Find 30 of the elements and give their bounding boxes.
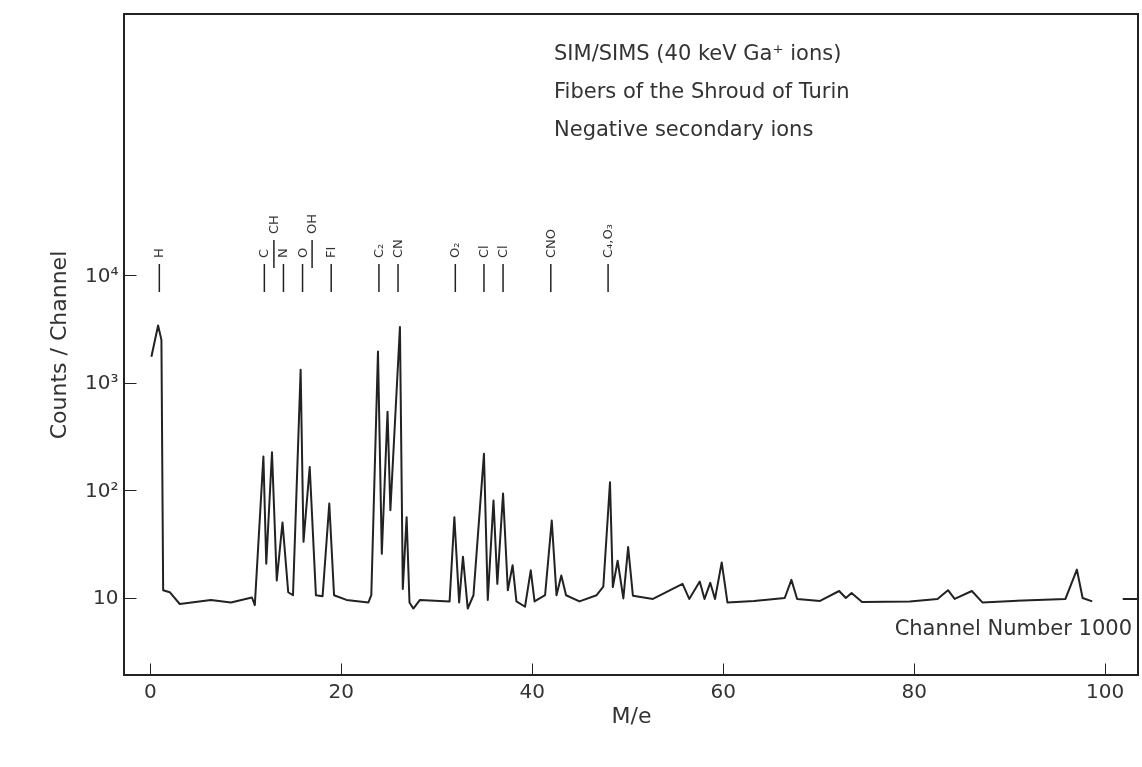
y-tick-label: 10²	[85, 477, 119, 502]
ref-line-label: C₄,O₃	[600, 224, 616, 258]
ref-line-label: H	[151, 248, 167, 258]
x-tick-label: 0	[143, 678, 157, 703]
ref-line-label: C	[256, 248, 272, 258]
ref-line-label: C₂	[370, 243, 386, 258]
annotation: Negative secondary ions	[554, 117, 814, 141]
y-axis-title: Counts / Channel	[46, 250, 72, 440]
ref-line-label: O	[294, 247, 310, 258]
ref-line-label: O₂	[447, 242, 463, 258]
text: SIM/SIMS (40 keV Ga⁺ ions)	[554, 41, 842, 65]
ref-line-label: Cl	[475, 245, 491, 258]
ref-line-label: FI	[323, 246, 339, 258]
ref-line-label: CNO	[542, 228, 558, 258]
ref-line-label: CN	[390, 239, 406, 258]
x-axis-title: M/e	[611, 702, 652, 728]
ref-line-label: Cl	[495, 245, 511, 258]
y-tick-label: 10³	[85, 370, 119, 395]
x-tick-label: 20	[328, 678, 354, 703]
ref-line-label: CH	[265, 215, 281, 234]
x-tick-label: 60	[710, 678, 736, 703]
annotation: Channel Number 1000	[894, 616, 1132, 640]
ref-line-label: N	[275, 248, 291, 258]
text: Fibers of the Shroud of Turin	[554, 79, 850, 103]
ref-line-label: OH	[304, 213, 320, 234]
x-tick-label: 80	[901, 678, 927, 703]
y-tick-label: 10	[93, 585, 119, 610]
x-tick-label: 40	[519, 678, 545, 703]
x-tick-label: 100	[1085, 678, 1125, 703]
y-tick-label: 10⁴	[85, 262, 119, 287]
